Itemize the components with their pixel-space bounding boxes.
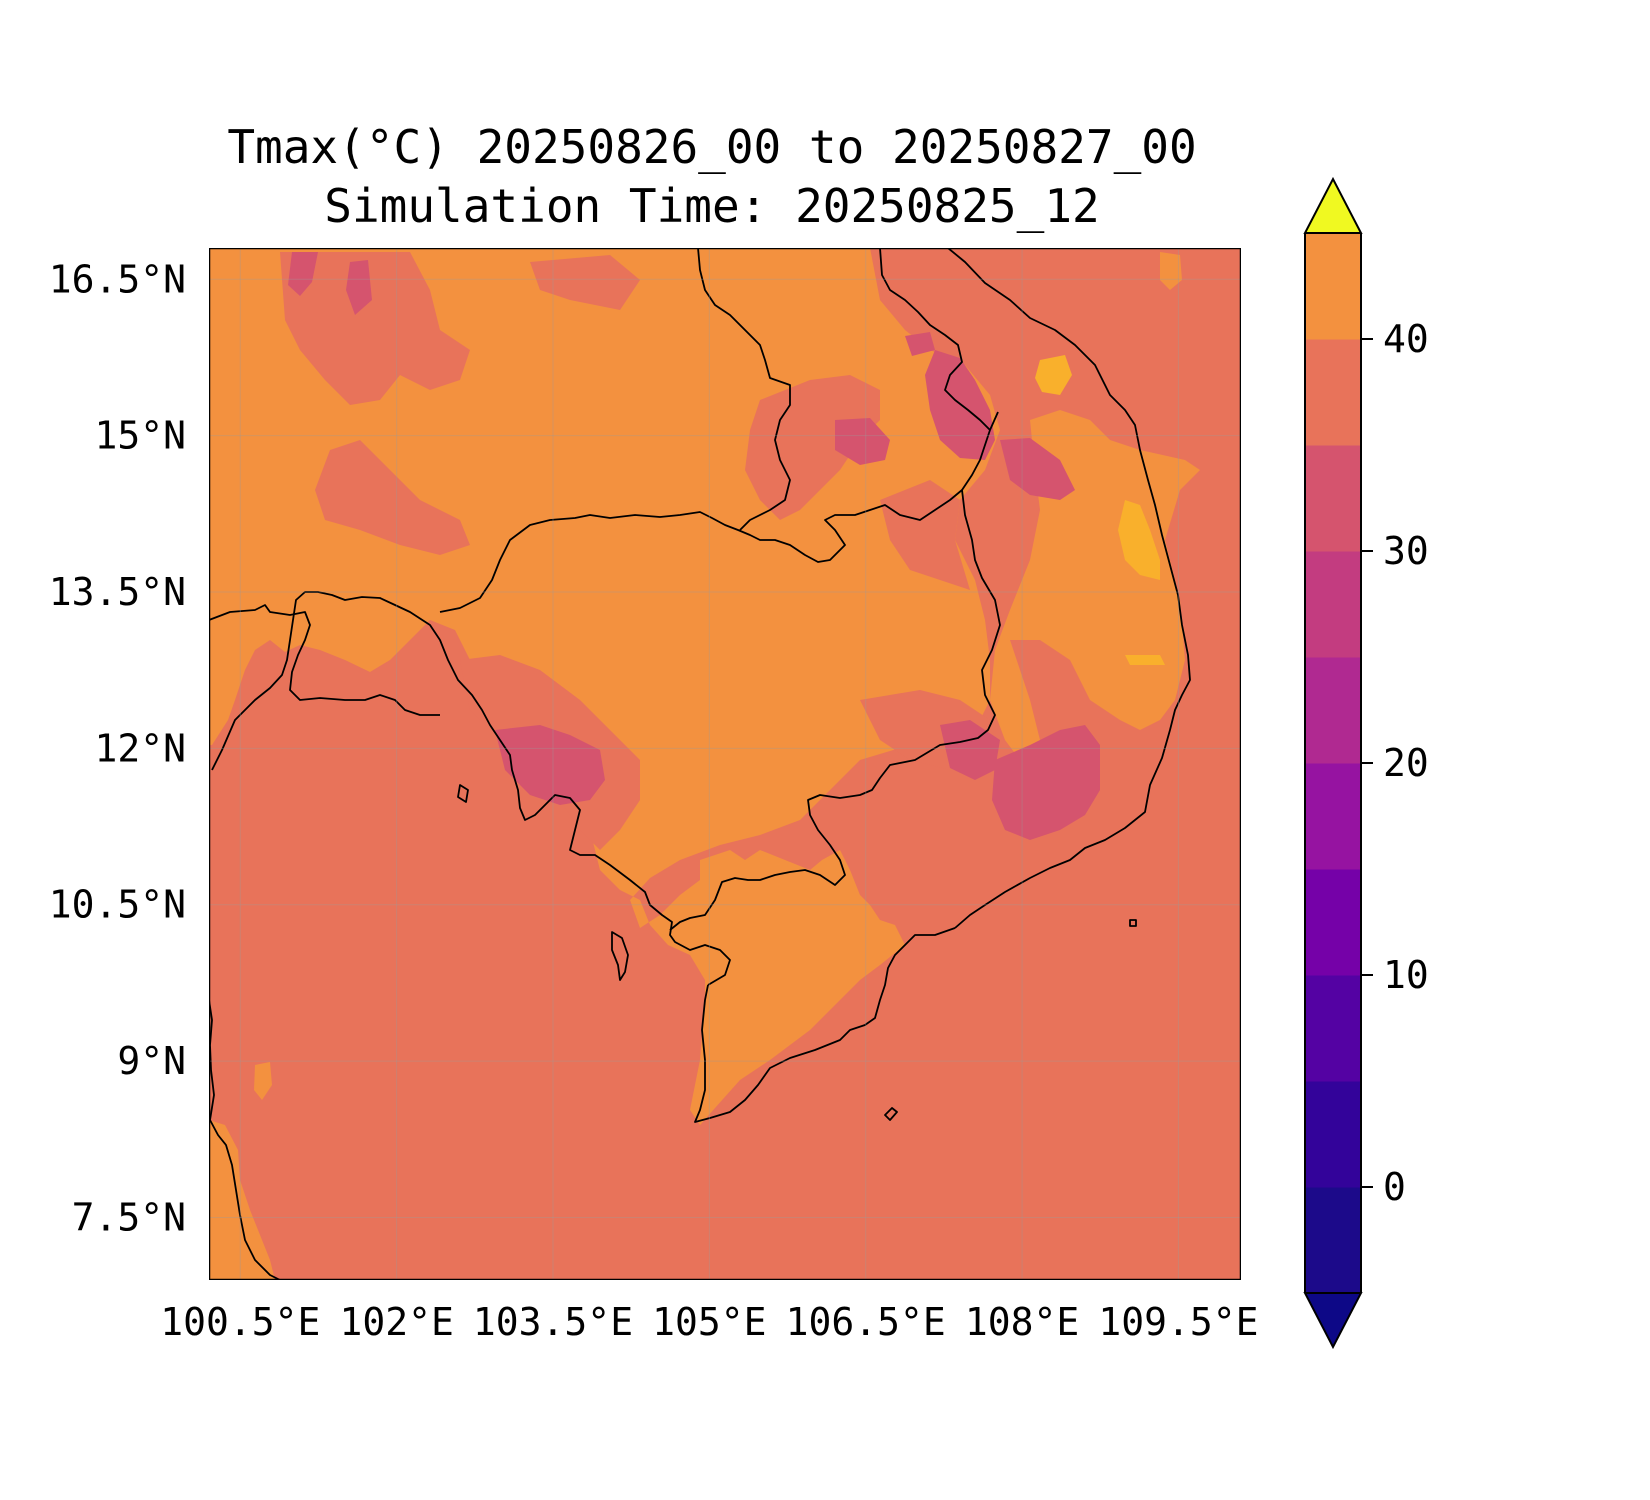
coastline-gulf	[211, 591, 731, 986]
colorbar-segment	[1305, 869, 1361, 976]
coastline-mekong-delta	[694, 927, 956, 1123]
colorbar-segment	[1305, 233, 1361, 340]
colorbar-segment	[1305, 975, 1361, 1082]
cool-patch-plateau	[940, 720, 1000, 780]
cool-patch-north-2	[346, 260, 372, 315]
island-small-1	[457, 784, 469, 803]
map-panel	[209, 248, 1241, 1280]
colorbar-ticks: 0 10 20 30 40	[1361, 317, 1429, 1209]
lon-tick-label: 100.5°E	[160, 1300, 320, 1344]
longitude-labels: 100.5°E 102°E 103.5°E 105°E 106.5°E 108°E 109.…	[160, 1300, 1258, 1344]
lat-tick-label: 13.5°N	[49, 570, 186, 614]
colorbar-tick-label: 10	[1383, 953, 1429, 997]
island-phu-quoc	[611, 931, 629, 981]
lon-tick-label: 105°E	[652, 1300, 766, 1344]
patch-east-highlands	[880, 480, 970, 590]
patch-north-1	[280, 252, 470, 405]
contour-west-coast-patch	[254, 1062, 272, 1100]
patch-north-2	[530, 255, 640, 310]
cool-patch-west	[495, 725, 605, 805]
colorbar-tick-label: 30	[1383, 529, 1429, 573]
lon-tick-label: 106.5°E	[786, 1300, 946, 1344]
lon-tick-label: 102°E	[339, 1300, 453, 1344]
lon-tick-label: 103.5°E	[473, 1300, 633, 1344]
cool-highlands-north	[925, 350, 995, 460]
gridlines	[209, 248, 1241, 1280]
lat-tick-label: 12°N	[94, 726, 186, 770]
border-laos-thailand	[697, 248, 791, 531]
colorbar-tick-label: 40	[1383, 317, 1429, 361]
contour-level-35-40	[1035, 355, 1165, 665]
contour-southwest-coast	[209, 1120, 275, 1280]
patch-central-northeast	[745, 375, 880, 520]
cool-patch-north-edge	[288, 252, 318, 296]
colorbar-segment	[1305, 551, 1361, 658]
colorbar-segment	[1305, 339, 1361, 446]
lon-tick-label: 109.5°E	[1098, 1300, 1258, 1344]
cool-patch-southeast	[992, 725, 1100, 840]
border-laos-vietnam	[879, 248, 991, 431]
coastlines-borders	[209, 248, 1191, 1280]
coastline-east	[947, 248, 1191, 929]
colorbar-segment	[1305, 1187, 1361, 1294]
spot-east-coast-3	[1125, 655, 1165, 665]
island-small-2	[1129, 919, 1137, 927]
lat-tick-label: 7.5°N	[72, 1195, 186, 1239]
patch-north-3	[315, 440, 470, 555]
cool-highlands-east	[1000, 438, 1075, 500]
colorbar-segment	[1305, 1081, 1361, 1188]
colorbar-tick-label: 0	[1383, 1165, 1406, 1209]
cool-patch-center	[835, 418, 890, 465]
contour-level-20-25	[288, 252, 1100, 840]
contour-east-coast-warm	[990, 410, 1200, 760]
lat-tick-label: 9°N	[117, 1039, 186, 1083]
colorbar-segment	[1305, 445, 1361, 552]
lat-tick-label: 15°N	[94, 414, 186, 458]
cool-patch-northeast	[905, 332, 935, 356]
spot-east-coast-1	[1118, 500, 1160, 580]
border-thailand-cambodia	[209, 604, 440, 716]
spot-east-coast-2	[1035, 355, 1072, 395]
colorbar-tick-label: 20	[1383, 741, 1429, 785]
lat-tick-label: 10.5°N	[49, 883, 186, 927]
colorbar-extend-max	[1303, 176, 1363, 234]
colorbar-segment	[1305, 763, 1361, 870]
map-subtitle: Simulation Time: 20250825_12	[324, 179, 1099, 233]
border-cambodia-laos-thailand	[439, 411, 999, 613]
border-cambodia-vietnam	[669, 489, 1001, 931]
map-title: Tmax(°C) 20250826_00 to 20250827_00	[227, 120, 1196, 174]
colorbar-extend-min	[1303, 1292, 1363, 1350]
colorbar-segment	[1305, 657, 1361, 764]
colorbar	[1303, 176, 1363, 1350]
lon-tick-label: 108°E	[965, 1300, 1079, 1344]
coastline-peninsula-west	[209, 999, 281, 1280]
lat-tick-label: 16.5°N	[49, 257, 186, 301]
contour-small-east-island	[1160, 252, 1182, 290]
island-con-son	[884, 1107, 898, 1121]
latitude-labels: 16.5°N 15°N 13.5°N 12°N 10.5°N 9°N 7.5°N	[49, 257, 186, 1239]
